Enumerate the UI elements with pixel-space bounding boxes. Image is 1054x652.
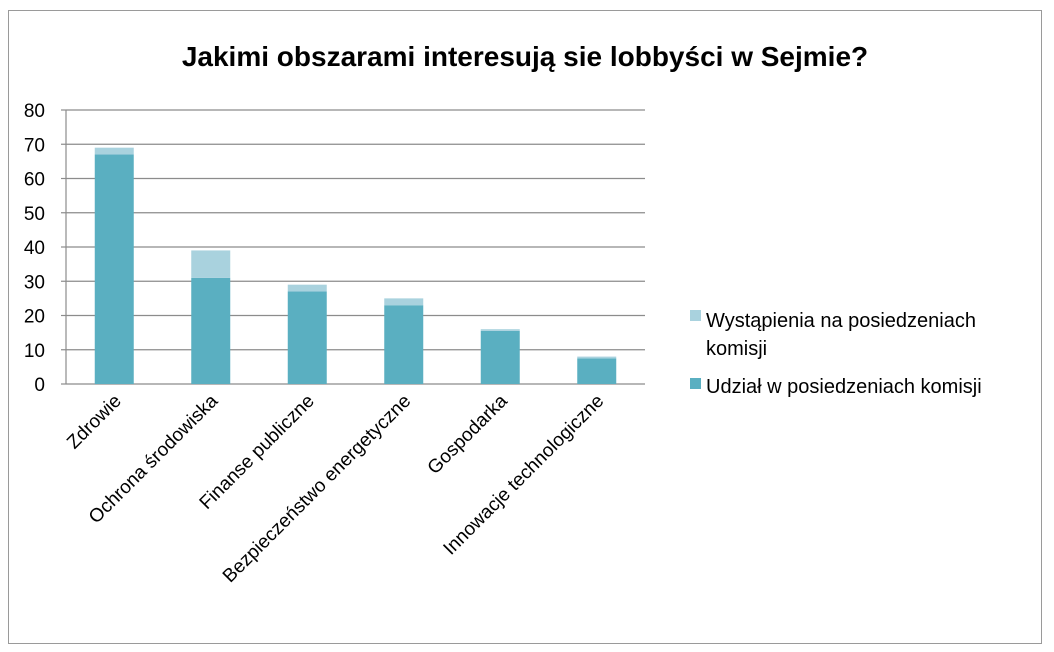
legend-swatch [690, 310, 701, 321]
bar-segment [480, 330, 520, 384]
bar-segment [577, 358, 617, 384]
bar-segment [191, 250, 231, 278]
legend-swatch [690, 378, 701, 389]
y-tick-label: 70 [24, 135, 45, 156]
grid-lines [66, 109, 645, 385]
y-axis: 0 10 20 30 40 50 60 70 80 [24, 101, 67, 396]
bar-segment [94, 154, 134, 384]
y-tick-label: 20 [24, 307, 45, 328]
chart-title: Jakimi obszarami interesują sie lobbyści… [182, 41, 868, 72]
bar-segment [384, 305, 424, 384]
y-tick-label: 60 [24, 170, 45, 191]
x-category-label: Zdrowie [63, 391, 126, 454]
x-category-label: Gospodarka [424, 390, 512, 478]
chart-frame [8, 10, 1042, 644]
y-tick-label: 80 [24, 101, 45, 122]
x-category-label: Innowacje technologiczne [440, 391, 609, 560]
y-tick-label: 50 [24, 204, 45, 225]
legend-label: Udział w posiedzeniach komisji [706, 376, 982, 398]
legend-label: komisji [706, 338, 767, 360]
bar-segment [480, 329, 520, 331]
bar-segment [191, 277, 231, 384]
legend-label: Wystąpienia na posiedzeniach [706, 310, 976, 332]
bar-segment [287, 284, 327, 292]
y-tick-label: 30 [24, 272, 45, 293]
bar-segment [287, 291, 327, 384]
legend: Wystąpienia na posiedzeniach komisji Udzia… [690, 310, 982, 398]
y-tick-label: 40 [24, 238, 45, 259]
bar-segment [577, 356, 617, 359]
bar-segment [384, 298, 424, 306]
x-category-label: Bezpieczeństwo energetyczne [219, 391, 415, 587]
y-tick-label: 10 [24, 341, 45, 362]
bar-segment [94, 147, 134, 155]
bars [94, 147, 617, 384]
y-tick-label: 0 [34, 375, 45, 396]
